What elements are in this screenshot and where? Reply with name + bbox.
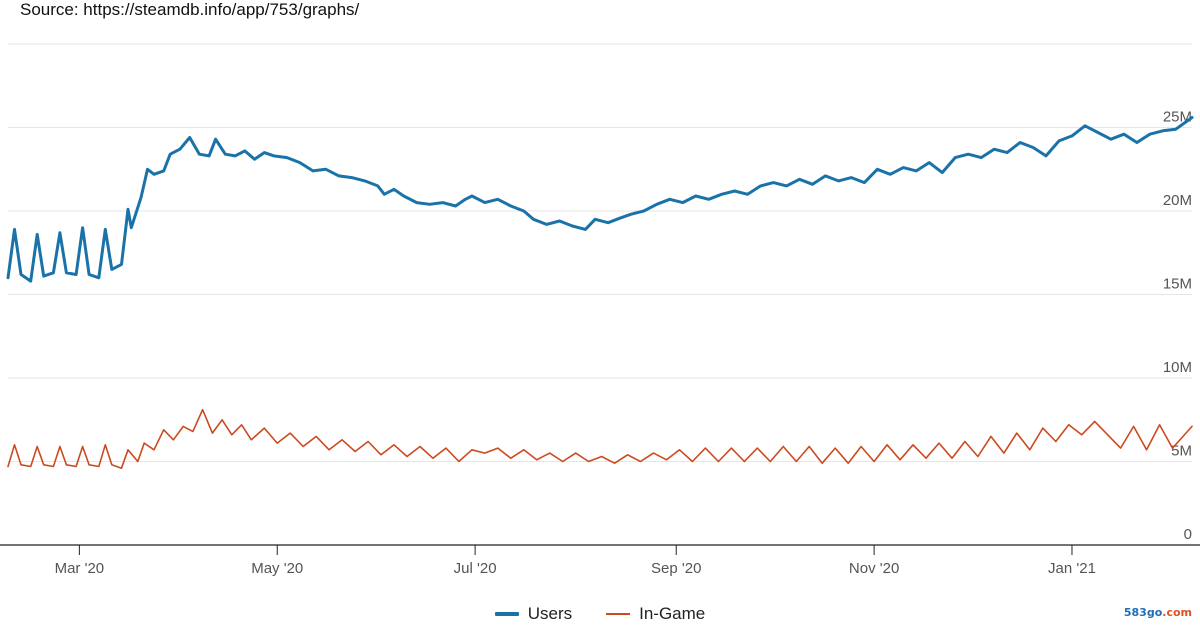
series-lines [6,116,1194,469]
y-tick-label: 0 [1184,526,1192,543]
legend-swatch-users [494,612,519,616]
x-tick-label: Jul '20 [454,560,497,577]
y-axis-ticks: 0 5M 10M 15M 20M 25M [1163,109,1192,544]
legend-swatch-in-game [606,613,631,615]
y-tick-label: 20M [1163,192,1192,209]
legend-label-in-game: In-Game [639,604,706,623]
legend-item-in-game[interactable]: In-Game [606,604,705,624]
x-tick-label: Jan '21 [1048,560,1096,577]
y-tick-label: 10M [1163,359,1192,376]
series-line-users [6,116,1194,283]
gridlines [8,43,1192,462]
y-tick-label: 15M [1163,276,1192,293]
legend-label-users: Users [527,604,573,623]
y-tick-label: 5M [1171,443,1192,460]
x-axis-ticks: Mar '20 May '20 Jul '20 Sep '20 Nov '20 Jan '… [55,545,1096,577]
x-tick-label: May '20 [251,560,303,577]
x-tick-label: Mar '20 [55,560,105,577]
series-line-in-game [7,408,1193,469]
chart-legend: Users In-Game [0,600,1200,628]
x-tick-label: Nov '20 [849,560,899,577]
chart-source-note: Source: https://steamdb.info/app/753/gra… [20,0,360,19]
watermark-logo: 583go.com [1123,606,1192,619]
y-tick-label: 25M [1163,109,1192,126]
legend-item-users[interactable]: Users [494,604,573,624]
x-tick-label: Sep '20 [651,560,701,577]
